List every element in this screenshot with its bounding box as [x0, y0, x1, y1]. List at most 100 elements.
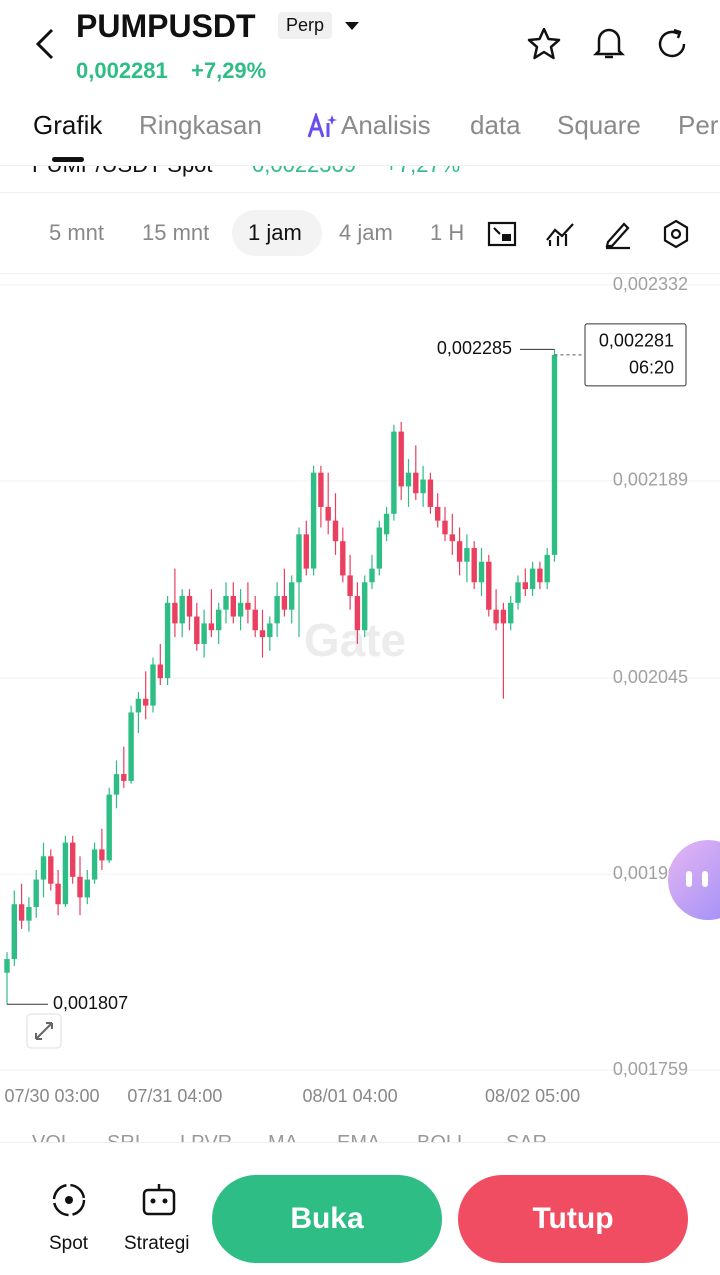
- candle-body: [420, 479, 426, 494]
- candle-body: [223, 595, 229, 610]
- ai-icon: [307, 113, 337, 138]
- y-tick-label: 0,002189: [613, 470, 688, 490]
- last-price-label: 0,002281: [599, 331, 674, 351]
- candle-body: [500, 609, 507, 624]
- tab[interactable]: Analisis: [341, 110, 431, 140]
- x-tick-label: 07/30 03:00: [4, 1086, 99, 1106]
- candle-body: [551, 354, 558, 555]
- spot-label[interactable]: Spot: [49, 1233, 89, 1254]
- spot-change: +7,27%: [385, 166, 460, 178]
- candle-body: [398, 431, 404, 487]
- candle-body: [318, 472, 324, 507]
- dropdown-icon[interactable]: [344, 20, 360, 32]
- close-button[interactable]: Tutup: [458, 1175, 688, 1263]
- symbol: PUMPUSDT: [76, 8, 256, 44]
- x-tick-label: 08/02 05:00: [485, 1086, 580, 1106]
- settings-icon[interactable]: [660, 218, 692, 250]
- candle-body: [544, 554, 550, 583]
- back-icon[interactable]: [30, 26, 60, 62]
- candle-body: [259, 630, 266, 638]
- candle-body: [4, 959, 10, 973]
- spot-row: PUMP/USDT Spot 0,0022309 +7,27%: [0, 166, 720, 192]
- perp-badge[interactable]: Perp: [278, 12, 333, 39]
- candle-body: [77, 876, 83, 898]
- candle-body: [281, 595, 288, 610]
- candle-body: [376, 527, 382, 569]
- strategy-icon[interactable]: [140, 1181, 178, 1219]
- max-label: 0,002285: [437, 338, 512, 358]
- candle-body: [486, 561, 492, 610]
- candle-body: [106, 794, 112, 861]
- indicator[interactable]: MA: [268, 1132, 298, 1142]
- tab[interactable]: Ringkasan: [139, 110, 262, 140]
- candle-body: [208, 623, 215, 631]
- candle-body: [347, 575, 353, 596]
- candle-body: [150, 664, 156, 706]
- indicator[interactable]: VOL: [32, 1132, 72, 1142]
- candle-body: [369, 568, 375, 583]
- indicator[interactable]: LPVR: [180, 1132, 232, 1142]
- candle-body: [128, 712, 134, 781]
- bell-icon[interactable]: [591, 24, 627, 62]
- candle-body: [493, 609, 499, 624]
- tab[interactable]: Per: [678, 110, 719, 140]
- candle-body: [427, 479, 434, 507]
- x-tick-label: 08/01 04:00: [303, 1086, 398, 1106]
- candle-body: [274, 595, 280, 624]
- candle-body: [11, 904, 17, 960]
- candle-body: [252, 609, 258, 631]
- candle-body: [456, 541, 463, 562]
- timeframe[interactable]: 15 mnt: [142, 220, 210, 245]
- timeframe[interactable]: 1 H: [430, 220, 465, 245]
- timeframe-highlight: [232, 210, 322, 256]
- candle-body: [186, 595, 193, 617]
- candle-body: [237, 602, 244, 617]
- indicator-icon[interactable]: [544, 218, 576, 250]
- timeframe[interactable]: 1 jam: [248, 220, 302, 245]
- candle-body: [340, 541, 346, 576]
- indicator[interactable]: EMA: [337, 1132, 380, 1142]
- indicator[interactable]: BOLL: [417, 1132, 468, 1142]
- draw-icon[interactable]: [602, 218, 634, 250]
- candle-body: [99, 849, 105, 861]
- timeframe[interactable]: 5 mnt: [49, 220, 105, 245]
- candle-body: [179, 595, 185, 624]
- candle-body: [515, 582, 521, 603]
- spot-icon[interactable]: [50, 1181, 88, 1219]
- tab-indicator: [52, 157, 84, 162]
- layout-icon[interactable]: [486, 218, 518, 250]
- candle-body: [478, 561, 485, 583]
- indicator[interactable]: SRI: [107, 1132, 140, 1142]
- candle-body: [216, 609, 222, 631]
- candle-body: [332, 520, 339, 542]
- refresh-icon[interactable]: [654, 26, 690, 62]
- candle-body: [464, 548, 470, 562]
- timeframe[interactable]: 4 jam: [339, 220, 393, 245]
- star-icon[interactable]: [526, 26, 562, 62]
- divider: [0, 192, 720, 193]
- candle-body: [245, 602, 251, 610]
- candle-body: [296, 534, 302, 583]
- candle-body: [303, 534, 309, 569]
- tab[interactable]: Grafik: [33, 110, 103, 140]
- tab[interactable]: Square: [557, 110, 641, 140]
- candle-body: [194, 616, 200, 644]
- min-label: 0,001807: [53, 993, 128, 1013]
- candle-body: [362, 582, 368, 631]
- candle-body: [529, 568, 536, 590]
- strategy-label[interactable]: Strategi: [124, 1233, 190, 1254]
- float-icon: [686, 871, 692, 887]
- divider: [0, 273, 720, 274]
- candle-body: [84, 879, 90, 898]
- divider: [0, 165, 720, 166]
- candle-body: [405, 472, 412, 487]
- spot-price: 0,0022309: [252, 166, 356, 178]
- open-button[interactable]: Buka: [212, 1175, 442, 1263]
- candle-body: [442, 520, 448, 535]
- tab[interactable]: data: [470, 110, 521, 140]
- candle-body: [70, 842, 76, 877]
- last-price-box: [584, 323, 687, 387]
- expand-icon[interactable]: [26, 1013, 62, 1049]
- indicator[interactable]: SAR: [506, 1132, 547, 1142]
- candle-body: [325, 506, 331, 521]
